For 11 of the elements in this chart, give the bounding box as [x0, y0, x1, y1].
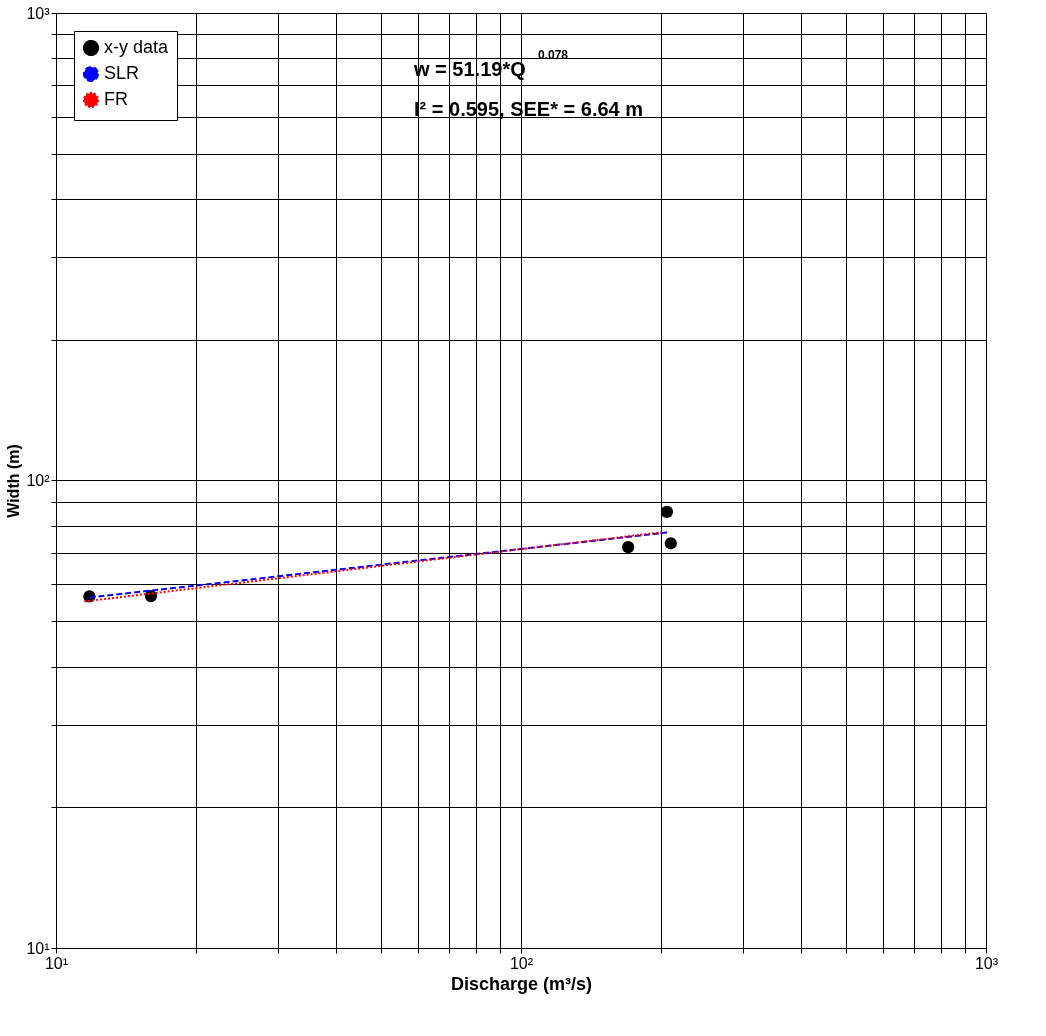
x-tick-label: 10¹ [44, 954, 69, 972]
x-tick-label: 10² [509, 954, 534, 972]
y-tick-label: 10¹ [26, 939, 50, 957]
y-tick-label: 10³ [26, 4, 51, 22]
y-tick-label: 10² [26, 472, 51, 489]
legend-label: SLR [104, 63, 140, 83]
legend-label: FR [104, 89, 128, 109]
legend-label: x-y data [104, 37, 170, 57]
y-axis-title: Width (m) [5, 444, 23, 518]
x-axis-title: Discharge (m³/s) [450, 973, 593, 994]
x-tick-label: 10³ [974, 954, 999, 972]
